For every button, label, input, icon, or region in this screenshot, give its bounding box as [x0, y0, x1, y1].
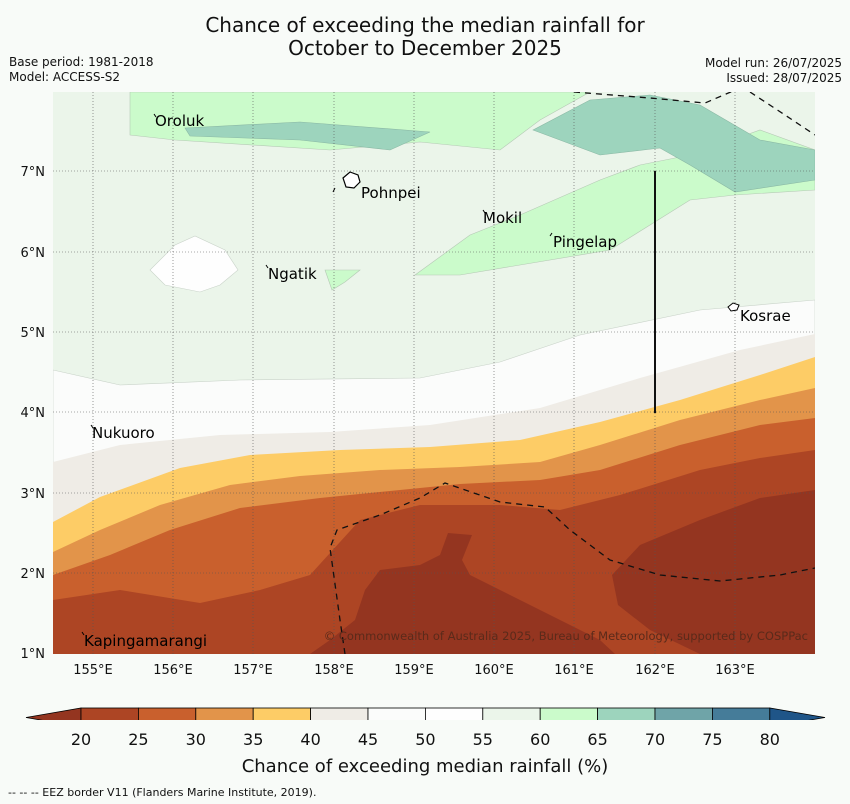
lat-label: 6°N [21, 246, 46, 261]
colorbar [25, 707, 826, 720]
map-title: Chance of exceeding the median rainfall … [0, 14, 850, 60]
colorbar-tick-label: 75 [702, 730, 723, 749]
colorbar-swatch [252, 707, 311, 720]
colorbar-swatch [195, 707, 254, 720]
place-label-pingelap: Pingelap [553, 233, 617, 251]
lon-label: 162°E [635, 663, 675, 678]
contour-below-20-b [612, 490, 815, 654]
colorbar-label: Chance of exceeding median rainfall (%) [241, 756, 609, 777]
lat-label: 1°N [21, 647, 46, 662]
contour-55-60-blob [149, 235, 239, 293]
colorbar-swatch [367, 707, 426, 720]
colorbar-tick-label: 20 [70, 730, 92, 749]
lon-label: 156°E [153, 663, 193, 678]
lon-label: 161°E [554, 663, 594, 678]
lat-label: 5°N [21, 326, 46, 341]
colorbar-tick-label: 65 [587, 730, 608, 749]
contour-65-70-b [532, 94, 815, 193]
colorbar-swatch [597, 707, 656, 720]
colorbar-tick-label: 50 [415, 730, 436, 749]
lat-label: 7°N [21, 165, 46, 180]
atoll-markers [81, 113, 553, 636]
place-label-oroluk: Oroluk [155, 112, 204, 130]
model-run: Model run: 26/07/2025 [704, 56, 842, 70]
colorbar-tick-label: 55 [472, 730, 493, 749]
colorbar-swatch [310, 707, 369, 720]
colorbar-swatch [137, 707, 197, 720]
graticule [53, 92, 815, 654]
model-name: Model: ACCESS-S2 [9, 70, 121, 84]
base-period: Base period: 1981-2018 [9, 55, 154, 69]
colorbar-swatch [424, 707, 484, 720]
lon-label: 157°E [233, 663, 273, 678]
lon-label: 159°E [394, 663, 434, 678]
title-line-2: October to December 2025 [288, 36, 562, 60]
place-label-mokil: Mokil [483, 209, 522, 227]
lat-label: 3°N [21, 487, 46, 502]
meta-right: Model run: 26/07/2025 Issued: 28/07/2025 [705, 56, 842, 86]
lon-label: 158°E [314, 663, 354, 678]
colorbar-tick-label: 45 [357, 730, 379, 749]
eez-border [329, 92, 815, 654]
place-label-kapingamarangi: Kapingamarangi [84, 632, 207, 650]
lat-label: 2°N [21, 567, 46, 582]
title-line-1: Chance of exceeding the median rainfall … [205, 13, 645, 37]
colorbar-swatch [654, 707, 713, 720]
lon-label: 163°E [715, 663, 755, 678]
colorbar-tick-label: 60 [530, 730, 551, 749]
place-label-ngatik: Ngatik [268, 265, 317, 283]
lon-label: 160°E [474, 663, 514, 678]
colorbar-tick-label: 25 [128, 730, 149, 749]
kosrae-island [727, 302, 740, 312]
colorbar-tick-label: 40 [300, 730, 321, 749]
pohnpei-islet [332, 187, 336, 193]
colorbar-tick-label: 30 [185, 730, 206, 749]
colorbar-swatch [482, 707, 541, 720]
copyright-notice: © Commonwealth of Australia 2025, Bureau… [324, 629, 808, 643]
colorbar-swatch [80, 707, 139, 720]
colorbar-under-arrow [25, 707, 82, 720]
rainfall-map: Oroluk Pohnpei Mokil Pingelap Ngatik Kos… [21, 92, 826, 720]
colorbar-tick-label: 70 [644, 730, 666, 749]
eez-footnote: -- -- -- EEZ border V11 (Flanders Marine… [8, 786, 317, 799]
issued-date: Issued: 28/07/2025 [726, 71, 842, 85]
colorbar-tick-label: 35 [243, 730, 264, 749]
lat-label: 4°N [21, 406, 46, 421]
meta-left: Base period: 1981-2018 Model: ACCESS-S2 [9, 55, 154, 85]
colorbar-tick-label: 80 [759, 730, 780, 749]
map-contours: Oroluk Pohnpei Mokil Pingelap Ngatik Kos… [53, 92, 815, 654]
place-label-nukuoro: Nukuoro [92, 424, 155, 442]
colorbar-swatch [712, 707, 771, 720]
colorbar-over-arrow [769, 707, 826, 720]
place-label-pohnpei: Pohnpei [361, 184, 421, 202]
contour-65-70-a [184, 121, 431, 151]
place-label-kosrae: Kosrae [740, 307, 791, 325]
lon-label: 155°E [73, 663, 113, 678]
pohnpei-island [342, 171, 361, 189]
colorbar-swatch [539, 707, 599, 720]
contour-below-20-a [310, 533, 615, 654]
